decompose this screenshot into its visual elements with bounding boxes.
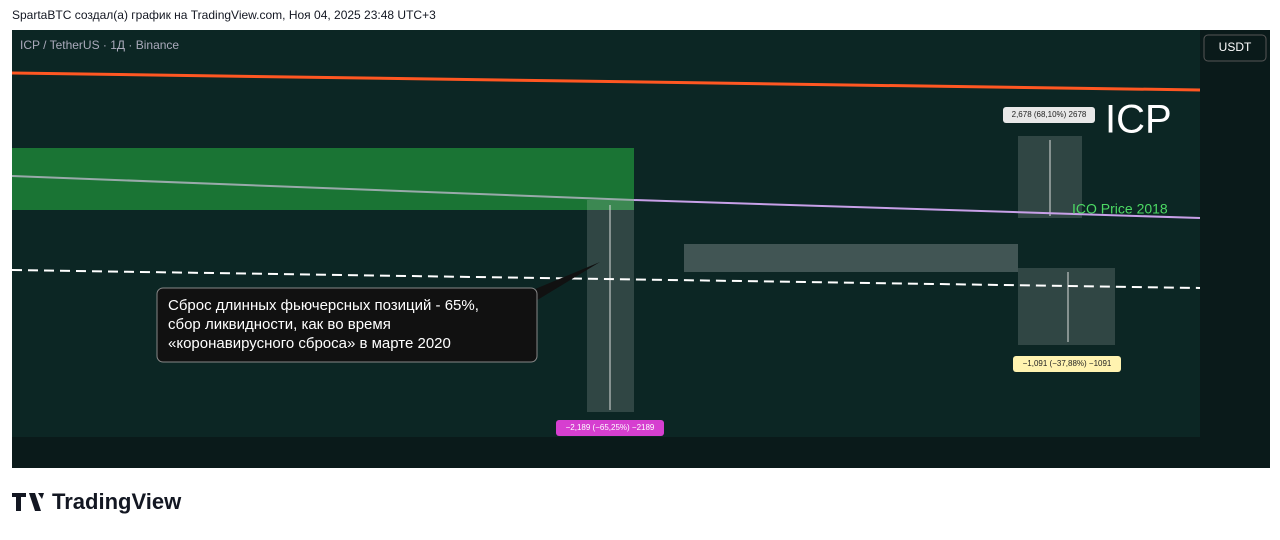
caption: SpartaBTC создал(а) график на TradingVie… (12, 8, 436, 22)
symbol: ICP / TetherUS · 1Д · Binance (20, 38, 179, 52)
callout (156, 287, 538, 363)
currency-button[interactable] (1203, 34, 1267, 62)
currency[interactable]: USDT (1219, 40, 1252, 54)
ticker-text: ICP (1105, 98, 1172, 142)
range-box (684, 244, 1018, 272)
trendline (11, 269, 1201, 289)
brand: TradingView (52, 489, 182, 514)
measure-label: 2,678 (68,10%) 2678 (1012, 110, 1087, 119)
callout-tail (528, 262, 600, 302)
trendline (11, 71, 1201, 92)
price-axis (1200, 30, 1270, 468)
measure-label-bg (556, 420, 664, 436)
callout-line: «коронавирусного сброса» в марте 2020 (168, 335, 451, 352)
measure-label: −1,091 (−37,88%) −1091 (1023, 359, 1112, 368)
measure-label: −2,189 (−65,25%) −2189 (566, 423, 655, 432)
measure-label-bg (1003, 107, 1095, 123)
time-axis (12, 437, 1200, 468)
callout-line: сбор ликвидности, как во время (168, 316, 391, 333)
callout-line: Сброс длинных фьючерсных позиций - 65%, (168, 297, 479, 314)
measure-box (1018, 268, 1115, 345)
ico-text: ICO Price 2018 (1072, 201, 1168, 217)
chart-bg (12, 30, 1270, 468)
logo-mark (12, 493, 44, 511)
trendline (633, 199, 1201, 219)
measure-label-bg (1013, 356, 1121, 372)
trendline (11, 175, 635, 201)
